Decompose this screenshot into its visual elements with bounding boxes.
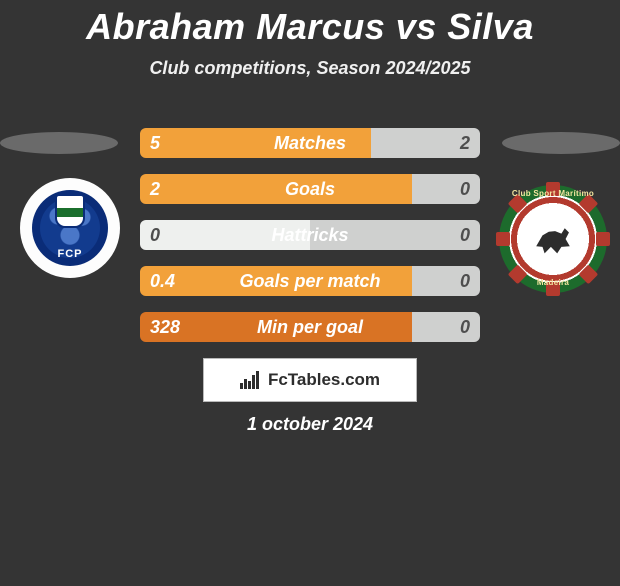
maritimo-crest-icon: Club Sport Marítimo Madeira bbox=[499, 185, 607, 293]
platform-right bbox=[502, 132, 620, 154]
crest-right: Club Sport Marítimo Madeira bbox=[498, 184, 608, 294]
porto-crest-icon: FCP bbox=[32, 190, 108, 266]
crest-right-bottom-text: Madeira bbox=[499, 278, 607, 287]
snapshot-date: 1 october 2024 bbox=[0, 414, 620, 435]
stat-right-value: 0 bbox=[412, 174, 480, 204]
stat-right-value: 0 bbox=[412, 312, 480, 342]
stat-row: 20Goals bbox=[140, 174, 480, 204]
stat-right-value: 0 bbox=[412, 266, 480, 296]
crest-left-label: FCP bbox=[58, 248, 83, 260]
crest-left: FCP bbox=[20, 178, 120, 278]
platform-left bbox=[0, 132, 118, 154]
stat-left-value: 328 bbox=[140, 312, 412, 342]
stat-row: 3280Min per goal bbox=[140, 312, 480, 342]
page-title: Abraham Marcus vs Silva bbox=[0, 6, 620, 48]
stat-left-value: 0.4 bbox=[140, 266, 412, 296]
brand-badge[interactable]: FcTables.com bbox=[203, 358, 417, 402]
stat-row: 00Hattricks bbox=[140, 220, 480, 250]
stat-right-value: 2 bbox=[371, 128, 480, 158]
stat-left-value: 0 bbox=[140, 220, 310, 250]
stat-right-value: 0 bbox=[310, 220, 480, 250]
bar-chart-icon bbox=[240, 371, 262, 389]
crest-right-top-text: Club Sport Marítimo bbox=[499, 189, 607, 198]
stat-left-value: 2 bbox=[140, 174, 412, 204]
stat-left-value: 5 bbox=[140, 128, 371, 158]
stats-table: 52Matches 20Goals 00Hattricks 0.40Goals per… bbox=[140, 128, 480, 358]
season-subtitle: Club competitions, Season 2024/2025 bbox=[0, 58, 620, 79]
comparison-card: { "title": "Abraham Marcus vs Silva", "s… bbox=[0, 6, 620, 586]
stat-row: 52Matches bbox=[140, 128, 480, 158]
stat-row: 0.40Goals per match bbox=[140, 266, 480, 296]
brand-text: FcTables.com bbox=[268, 370, 380, 390]
